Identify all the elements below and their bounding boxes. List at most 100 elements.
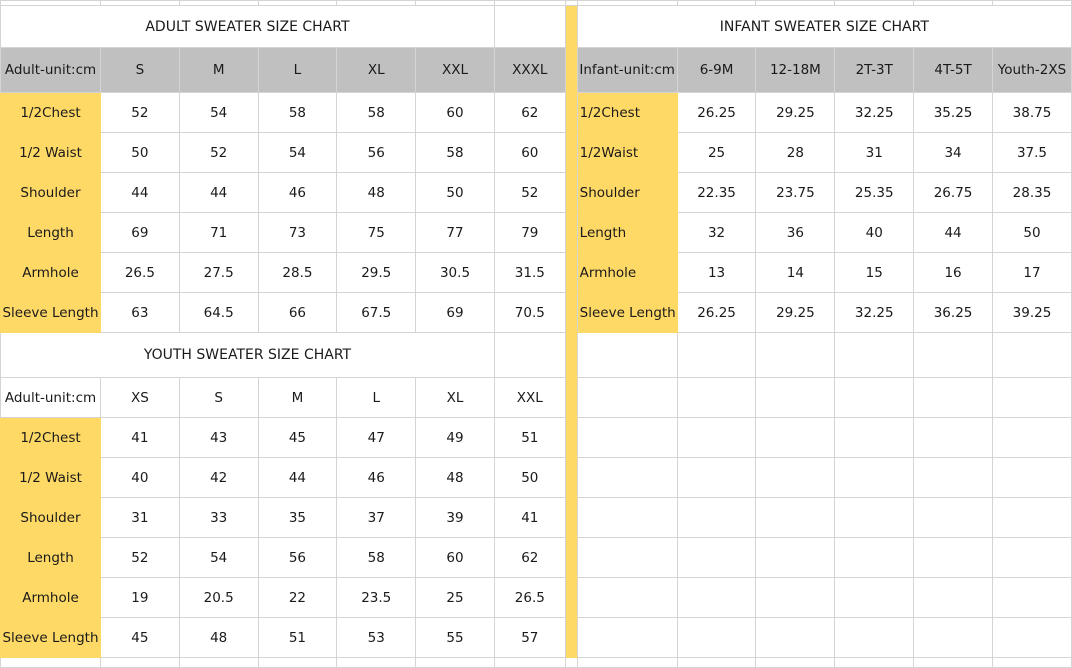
youth-value-cell[interactable]: 25 (415, 577, 495, 618)
divider-column[interactable] (564, 537, 578, 578)
infant-row-label[interactable]: 1/2Waist (576, 132, 678, 173)
infant-value-cell[interactable]: 50 (991, 212, 1072, 253)
infant-value-cell[interactable]: 39.25 (991, 292, 1072, 333)
adult-header-cell[interactable]: XXL (415, 47, 495, 93)
youth-row-label[interactable]: Armhole (0, 577, 101, 618)
infant-header-cell[interactable]: 6-9M (676, 47, 757, 93)
empty-cell[interactable] (913, 617, 993, 658)
infant-value-cell[interactable]: 23.75 (755, 172, 836, 213)
infant-value-cell[interactable]: 38.75 (991, 92, 1072, 133)
adult-header-cell[interactable]: Adult-unit:cm (0, 47, 101, 93)
adult-value-cell[interactable]: 44 (99, 172, 180, 213)
youth-header-cell[interactable]: L (336, 377, 417, 418)
youth-value-cell[interactable]: 20.5 (178, 577, 259, 618)
infant-row-label[interactable]: Shoulder (576, 172, 678, 213)
empty-cell[interactable] (834, 657, 915, 668)
adult-value-cell[interactable]: 30.5 (415, 252, 495, 293)
adult-value-cell[interactable]: 31.5 (493, 252, 566, 293)
empty-cell[interactable] (834, 377, 915, 418)
youth-value-cell[interactable]: 33 (178, 497, 259, 538)
adult-header-cell[interactable]: M (178, 47, 259, 93)
infant-header-cell[interactable]: Youth-2XS (991, 47, 1072, 93)
adult-value-cell[interactable]: 58 (415, 132, 495, 173)
adult-value-cell[interactable]: 64.5 (178, 292, 259, 333)
adult-header-cell[interactable]: S (99, 47, 180, 93)
infant-value-cell[interactable]: 36 (755, 212, 836, 253)
infant-value-cell[interactable]: 13 (676, 252, 757, 293)
adult-header-cell[interactable]: L (257, 47, 338, 93)
adult-value-cell[interactable]: 54 (257, 132, 338, 173)
infant-value-cell[interactable]: 34 (913, 132, 993, 173)
divider-column[interactable] (564, 252, 578, 293)
youth-value-cell[interactable]: 49 (415, 417, 495, 458)
divider-column[interactable] (564, 292, 578, 333)
divider-column[interactable] (564, 497, 578, 538)
adult-value-cell[interactable]: 67.5 (336, 292, 417, 333)
infant-value-cell[interactable]: 28.35 (991, 172, 1072, 213)
empty-cell[interactable] (676, 617, 757, 658)
youth-value-cell[interactable]: 50 (493, 457, 566, 498)
adult-value-cell[interactable]: 44 (178, 172, 259, 213)
empty-cell[interactable] (755, 537, 836, 578)
empty-cell[interactable] (576, 657, 678, 668)
empty-cell[interactable] (913, 332, 993, 378)
infant-value-cell[interactable]: 17 (991, 252, 1072, 293)
adult-value-cell[interactable]: 46 (257, 172, 338, 213)
youth-value-cell[interactable]: 37 (336, 497, 417, 538)
infant-value-cell[interactable]: 25.35 (834, 172, 915, 213)
youth-value-cell[interactable]: 35 (257, 497, 338, 538)
empty-cell[interactable] (834, 332, 915, 378)
divider-column[interactable] (564, 132, 578, 173)
adult-value-cell[interactable]: 73 (257, 212, 338, 253)
youth-value-cell[interactable]: 46 (336, 457, 417, 498)
empty-cell[interactable] (676, 377, 757, 418)
youth-chart-title[interactable]: YOUTH SWEATER SIZE CHART (0, 332, 495, 378)
divider-column[interactable] (564, 457, 578, 498)
empty-cell[interactable] (991, 417, 1072, 458)
adult-value-cell[interactable]: 27.5 (178, 252, 259, 293)
adult-header-cell[interactable]: XXXL (493, 47, 566, 93)
adult-row-label[interactable]: 1/2 Waist (0, 132, 101, 173)
empty-cell[interactable] (913, 457, 993, 498)
empty-cell[interactable] (991, 377, 1072, 418)
empty-cell[interactable] (336, 657, 417, 668)
youth-header-cell[interactable]: Adult-unit:cm (0, 377, 101, 418)
empty-cell[interactable] (755, 617, 836, 658)
infant-row-label[interactable]: Armhole (576, 252, 678, 293)
adult-value-cell[interactable]: 26.5 (99, 252, 180, 293)
adult-chart-title[interactable]: ADULT SWEATER SIZE CHART (0, 5, 495, 48)
youth-header-cell[interactable]: XL (415, 377, 495, 418)
youth-value-cell[interactable]: 40 (99, 457, 180, 498)
youth-value-cell[interactable]: 56 (257, 537, 338, 578)
adult-value-cell[interactable]: 50 (415, 172, 495, 213)
adult-value-cell[interactable]: 56 (336, 132, 417, 173)
empty-cell[interactable] (913, 577, 993, 618)
empty-cell[interactable] (913, 377, 993, 418)
empty-cell[interactable] (991, 657, 1072, 668)
empty-cell[interactable] (178, 657, 259, 668)
adult-value-cell[interactable]: 58 (336, 92, 417, 133)
empty-cell[interactable] (913, 657, 993, 668)
empty-cell[interactable] (834, 457, 915, 498)
empty-cell[interactable] (913, 497, 993, 538)
empty-cell[interactable] (676, 657, 757, 668)
divider-column[interactable] (564, 577, 578, 618)
empty-cell[interactable] (991, 617, 1072, 658)
empty-cell[interactable] (99, 657, 180, 668)
infant-chart-title[interactable]: INFANT SWEATER SIZE CHART (576, 5, 1072, 48)
divider-column[interactable] (564, 212, 578, 253)
empty-cell[interactable] (576, 457, 678, 498)
divider-column[interactable] (564, 172, 578, 213)
empty-cell[interactable] (415, 657, 495, 668)
adult-value-cell[interactable]: 54 (178, 92, 259, 133)
youth-row-label[interactable]: Length (0, 537, 101, 578)
youth-value-cell[interactable]: 54 (178, 537, 259, 578)
empty-cell[interactable] (0, 657, 101, 668)
empty-cell[interactable] (576, 537, 678, 578)
youth-value-cell[interactable]: 51 (493, 417, 566, 458)
youth-value-cell[interactable]: 26.5 (493, 577, 566, 618)
infant-value-cell[interactable]: 32 (676, 212, 757, 253)
divider-column[interactable] (564, 617, 578, 658)
youth-value-cell[interactable]: 45 (257, 417, 338, 458)
adult-value-cell[interactable]: 71 (178, 212, 259, 253)
